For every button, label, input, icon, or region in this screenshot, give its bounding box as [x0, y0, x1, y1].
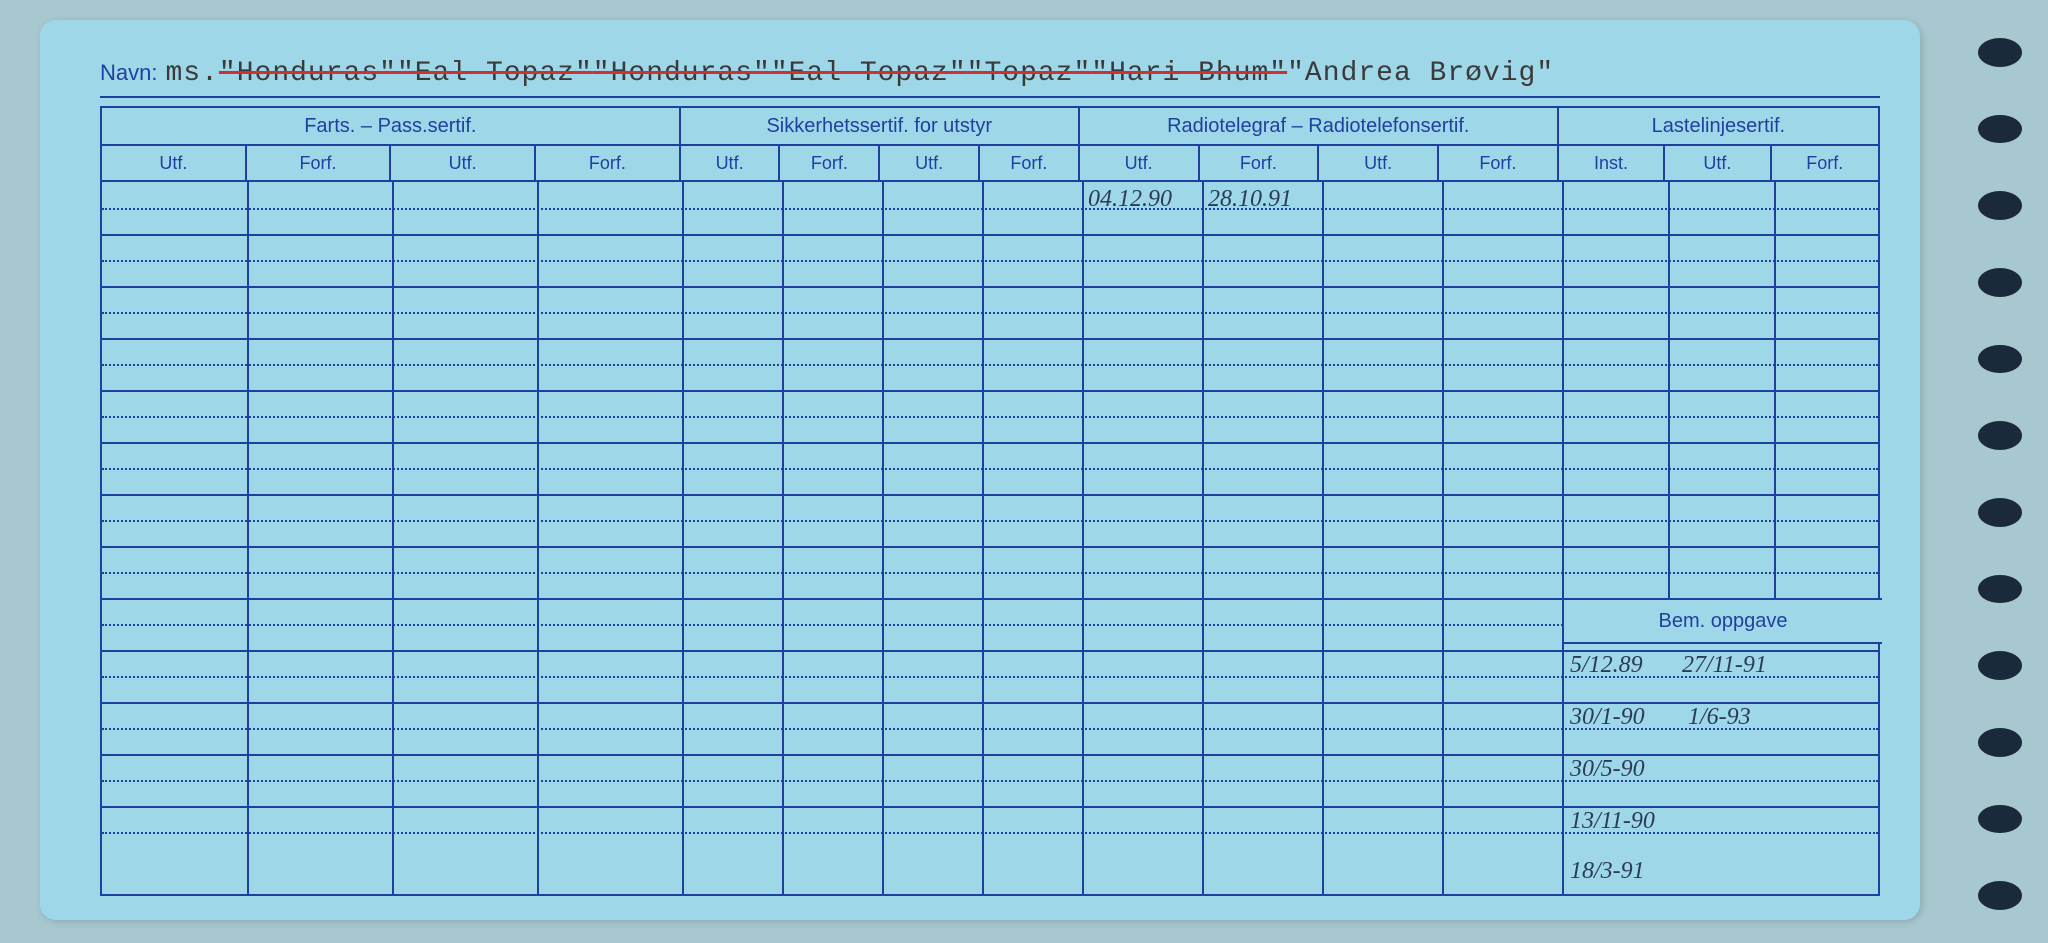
- row-divider-dotted: [102, 572, 1878, 574]
- former-name: "Eal Topaz": [771, 58, 967, 89]
- sub-header: Utf.: [880, 146, 980, 180]
- punch-holes: [1978, 30, 2038, 910]
- punch-hole: [1978, 498, 2022, 527]
- column-divider: [1442, 182, 1444, 896]
- former-name: "Honduras": [219, 58, 397, 89]
- sub-header: Utf.: [681, 146, 781, 180]
- row-divider-solid: [102, 546, 1878, 548]
- sub-header: Inst.: [1559, 146, 1665, 180]
- row-divider-dotted: [102, 468, 1878, 470]
- sub-header: Utf.: [1665, 146, 1771, 180]
- row-divider-dotted: [102, 260, 1878, 262]
- punch-hole: [1978, 575, 2022, 604]
- handwritten-entry: 1/6-93: [1688, 704, 1751, 731]
- column-divider: [882, 182, 884, 896]
- punch-hole: [1978, 805, 2022, 834]
- group-header: Radiotelegraf – Radiotelefonsertif.: [1080, 108, 1559, 144]
- row-divider-solid: [102, 442, 1878, 444]
- group-header: Sikkerhetssertif. for utstyr: [681, 108, 1080, 144]
- bem-divider: [1562, 642, 1882, 644]
- column-divider: [1202, 182, 1204, 896]
- record-card: Navn: ms."Honduras""Eal Topaz""Honduras"…: [40, 20, 1920, 920]
- current-name: "Andrea Brøvig": [1287, 58, 1554, 89]
- row-divider-solid: [102, 338, 1878, 340]
- sub-header: Utf.: [102, 146, 247, 180]
- table-body: Bem. oppgave04.12.9028.10.915/12.8927/11…: [102, 182, 1878, 896]
- group-header: Farts. – Pass.sertif.: [102, 108, 681, 144]
- certificate-table: Farts. – Pass.sertif.Sikkerhetssertif. f…: [100, 106, 1880, 896]
- sub-header: Forf.: [980, 146, 1080, 180]
- sub-header: Forf.: [247, 146, 392, 180]
- column-divider: [682, 182, 684, 896]
- sub-header: Utf.: [1319, 146, 1439, 180]
- sub-header: Forf.: [1772, 146, 1878, 180]
- navn-value: ms."Honduras""Eal Topaz""Honduras""Eal T…: [165, 58, 1554, 89]
- column-divider: [247, 182, 249, 896]
- row-divider-dotted: [102, 416, 1878, 418]
- table-header-subs: Utf.Forf.Utf.Forf.Utf.Forf.Utf.Forf.Utf.…: [102, 146, 1878, 182]
- punch-hole: [1978, 345, 2022, 374]
- row-divider-solid: [102, 494, 1878, 496]
- handwritten-entry: 30/5-90: [1570, 756, 1645, 783]
- column-divider: [1082, 182, 1084, 896]
- handwritten-entry: 5/12.89: [1570, 652, 1643, 679]
- row-divider-dotted: [102, 520, 1878, 522]
- punch-hole: [1978, 191, 2022, 220]
- bem-left-border: [1562, 598, 1564, 896]
- sub-header: Forf.: [780, 146, 880, 180]
- former-name: "Hari Bhum": [1091, 58, 1287, 89]
- punch-hole: [1978, 38, 2022, 67]
- bem-oppgave-header: Bem. oppgave: [1562, 598, 1882, 642]
- row-divider-solid: [102, 390, 1878, 392]
- row-divider-solid: [102, 234, 1878, 236]
- column-divider: [1322, 182, 1324, 896]
- punch-hole: [1978, 268, 2022, 297]
- column-divider: [1562, 182, 1564, 598]
- former-name: "Topaz": [967, 58, 1092, 89]
- row-divider-dotted: [102, 208, 1878, 210]
- row-divider-dotted: [102, 364, 1878, 366]
- table-header-groups: Farts. – Pass.sertif.Sikkerhetssertif. f…: [102, 108, 1878, 146]
- navn-row: Navn: ms."Honduras""Eal Topaz""Honduras"…: [100, 58, 1880, 98]
- row-divider-solid: [102, 286, 1878, 288]
- column-divider: [1668, 182, 1670, 598]
- column-divider: [392, 182, 394, 896]
- column-divider: [782, 182, 784, 896]
- row-divider-dotted: [102, 312, 1878, 314]
- handwritten-entry: 28.10.91: [1208, 186, 1292, 213]
- punch-hole: [1978, 881, 2022, 910]
- former-name: "Eal Topaz": [397, 58, 593, 89]
- navn-label: Navn:: [100, 60, 157, 86]
- handwritten-entry: 30/1-90: [1570, 704, 1645, 731]
- group-header: Lastelinjesertif.: [1559, 108, 1878, 144]
- sub-header: Forf.: [1439, 146, 1559, 180]
- column-divider: [1774, 182, 1776, 598]
- punch-hole: [1978, 115, 2022, 144]
- sub-header: Utf.: [391, 146, 536, 180]
- former-name: "Honduras": [593, 58, 771, 89]
- handwritten-entry: 13/11-90: [1570, 808, 1655, 835]
- punch-hole: [1978, 728, 2022, 757]
- sub-header: Forf.: [536, 146, 681, 180]
- punch-hole: [1978, 421, 2022, 450]
- column-divider: [982, 182, 984, 896]
- sub-header: Utf.: [1080, 146, 1200, 180]
- column-divider: [537, 182, 539, 896]
- sub-header: Forf.: [1200, 146, 1320, 180]
- handwritten-entry: 27/11-91: [1682, 652, 1767, 679]
- handwritten-entry: 18/3-91: [1570, 858, 1645, 885]
- handwritten-entry: 04.12.90: [1088, 186, 1172, 213]
- punch-hole: [1978, 651, 2022, 680]
